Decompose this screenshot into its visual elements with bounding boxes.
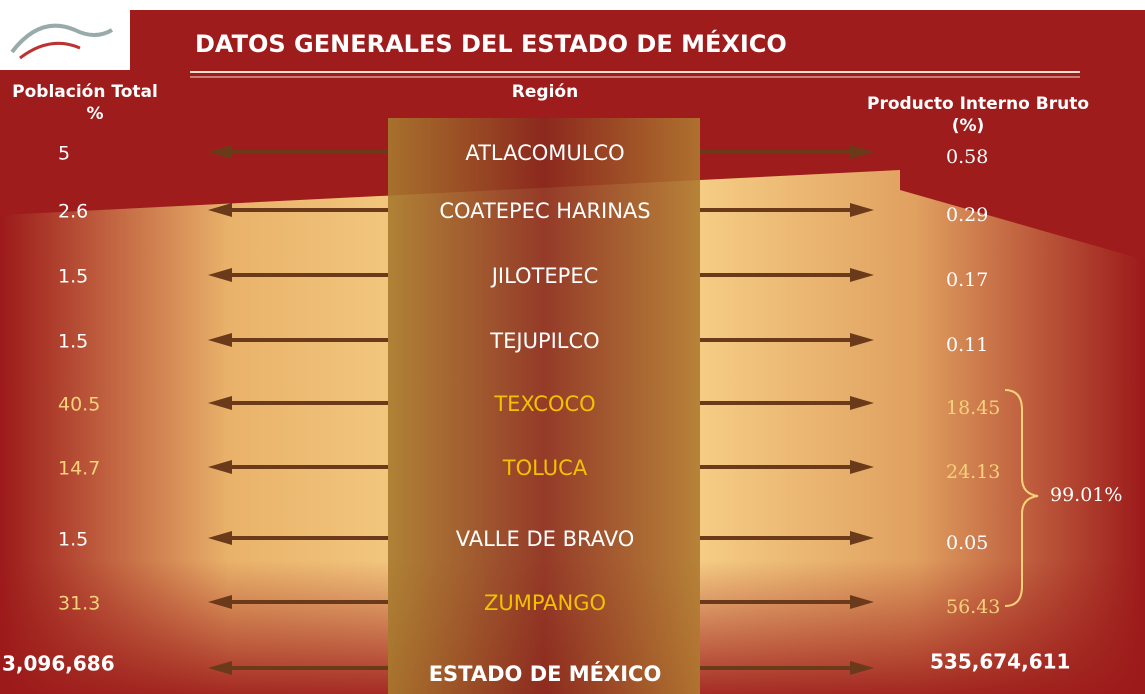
arrow-head: [208, 661, 232, 675]
column-header: %: [86, 104, 103, 124]
arrow-head: [208, 396, 232, 410]
pib-value: 0.05: [946, 532, 988, 554]
region-name: ATLACOMULCO: [465, 141, 624, 165]
population-value: 2.6: [58, 201, 88, 223]
region-name: ZUMPANGO: [484, 591, 606, 615]
arrow-head: [850, 268, 874, 282]
logo-box: [0, 0, 130, 70]
arrow-head: [850, 531, 874, 545]
pib-value: 0.29: [946, 204, 988, 226]
arrow-head: [850, 661, 874, 675]
region-column: [388, 118, 700, 694]
column-header: Región: [512, 82, 578, 102]
population-value: 40.5: [58, 394, 100, 416]
arrow-head: [850, 203, 874, 217]
bracket: [1004, 389, 1039, 607]
bracket-note: 99.01%: [1050, 484, 1122, 506]
pib-value: 0.11: [946, 334, 988, 356]
arrow-head: [208, 203, 232, 217]
column-header: Producto Interno Bruto: [867, 94, 1089, 114]
region-name: TEJUPILCO: [489, 329, 599, 353]
region-name: COATEPEC HARINAS: [439, 199, 650, 223]
population-value: 5: [58, 143, 70, 165]
right-band: [900, 0, 1145, 260]
arrow-head: [208, 333, 232, 347]
arrow-head: [850, 460, 874, 474]
population-value: 31.3: [58, 593, 100, 615]
arrow-head: [208, 595, 232, 609]
table: Población Total% Región Producto Interno B…: [2, 82, 1122, 686]
region-name: JILOTEPEC: [490, 264, 599, 288]
column-header: Población Total: [12, 82, 158, 102]
population-value: 14.7: [58, 458, 100, 480]
region-name: TOLUCA: [502, 456, 588, 480]
title: DATOS GENERALES DEL ESTADO DE MÉXICO: [195, 29, 787, 58]
pib-value: 0.17: [946, 269, 988, 291]
pib-value: 56.43: [946, 596, 1000, 618]
pib-value: 24.13: [946, 461, 1000, 483]
pib-value: 18.45: [946, 397, 1000, 419]
logo: [19, 41, 81, 60]
arrow-head: [208, 531, 232, 545]
arrow-head: [850, 333, 874, 347]
arrow-head: [850, 595, 874, 609]
region-name: TEXCOCO: [493, 392, 595, 416]
column-header: (%): [952, 116, 985, 136]
arrow-head: [208, 268, 232, 282]
region-name: VALLE DE BRAVO: [456, 527, 635, 551]
population-total: 3,096,686: [2, 652, 115, 676]
arrow-head: [850, 396, 874, 410]
pib-value: 0.58: [946, 146, 988, 168]
region-total: ESTADO DE MÉXICO: [429, 661, 662, 686]
top-strip: [0, 0, 1145, 10]
population-value: 1.5: [58, 529, 88, 551]
arrow-head: [850, 145, 874, 159]
arrow-head: [208, 460, 232, 474]
pib-total: 535,674,611: [930, 650, 1070, 674]
arrow-head: [208, 145, 232, 159]
population-value: 1.5: [58, 331, 88, 353]
logo: [10, 23, 114, 54]
population-value: 1.5: [58, 266, 88, 288]
